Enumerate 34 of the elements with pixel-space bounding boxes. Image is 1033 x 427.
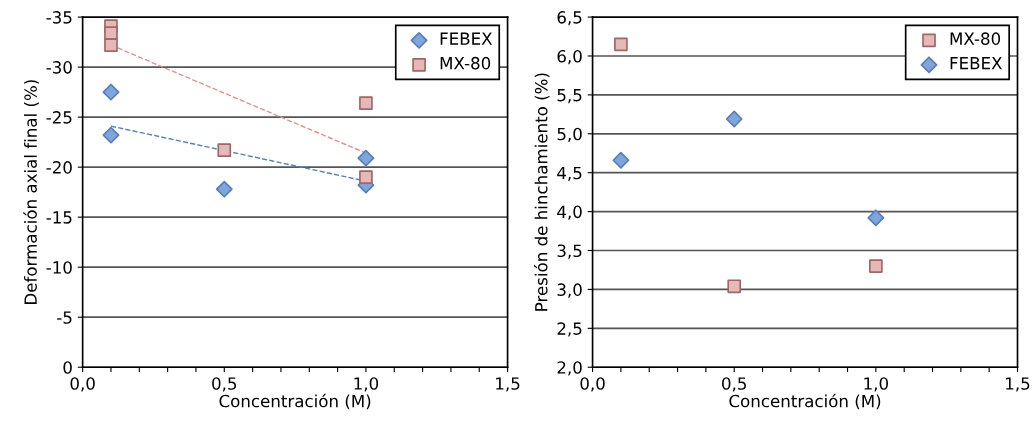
x-axis-title: Concentración (M) (219, 393, 371, 410)
legend-label: MX-80 (440, 56, 491, 70)
y-tick-label: 6,5 (557, 11, 582, 26)
y-axis-title: Presión de hinchamiento (%) (533, 73, 550, 311)
x-tick-label: 0,0 (70, 377, 95, 392)
legend-label: FEBEX (950, 57, 1002, 70)
legend-label: MX-80 (950, 32, 1001, 45)
y-tick-label: -15 (46, 211, 72, 224)
x-axis-title: Concentración (M) (729, 393, 881, 410)
x-tick-label: 0,5 (212, 377, 237, 392)
y-tick-label: 4,0 (557, 205, 582, 220)
y-tick-label: 2,5 (557, 322, 582, 337)
y-tick-label: -20 (46, 161, 72, 174)
y-tick-label: 6,0 (557, 49, 582, 65)
y-tick-label: -25 (46, 111, 72, 124)
x-tick-label: 1,0 (864, 377, 889, 392)
y-tick-label: -10 (46, 261, 72, 274)
y-tick-label: 3,0 (557, 283, 582, 298)
y-tick-label: -35 (46, 11, 72, 24)
y-tick-label: 0 (63, 361, 72, 374)
x-tick-label: 1,0 (354, 377, 379, 392)
x-tick-label: 0,0 (580, 377, 605, 392)
y-tick-label: 3,5 (557, 244, 582, 259)
y-tick-label: 5,5 (557, 89, 582, 104)
x-tick-label: 1,5 (1006, 377, 1030, 392)
y-tick-label: -5 (57, 311, 72, 324)
legend-label: FEBEX (440, 32, 493, 45)
y-tick-label: 5,0 (557, 127, 582, 143)
y-axis-title: Deformación axial final (%) (23, 80, 39, 304)
y-tick-label: 2,0 (557, 361, 582, 376)
y-tick-label: 4,5 (557, 166, 582, 181)
y-tick-label: -30 (46, 61, 72, 74)
x-tick-label: 0,5 (722, 377, 747, 392)
x-tick-label: 1,5 (496, 377, 520, 392)
